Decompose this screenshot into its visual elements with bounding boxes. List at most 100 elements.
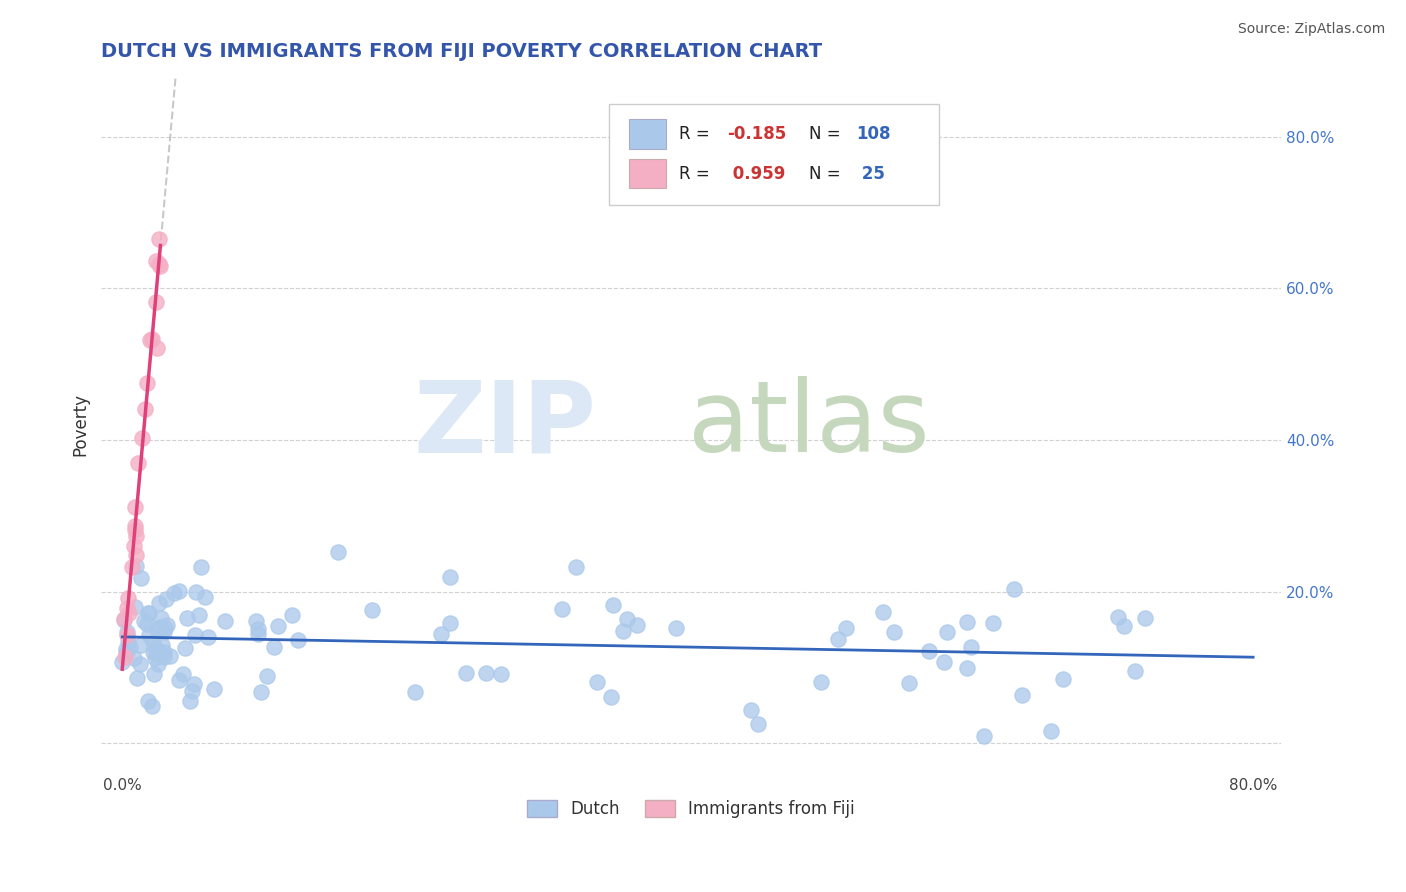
Point [155,592,177,607]
Point [1039,724,1062,739]
Point [190,560,212,574]
Point [125,529,148,543]
Point [197,630,219,644]
Point [612,624,634,639]
Point [740,703,762,717]
Point [141,332,163,346]
Point [135,616,157,631]
Point [439,569,461,583]
Point [835,621,858,635]
Point [747,716,769,731]
Point [124,524,146,538]
Point [932,656,955,670]
Text: atlas: atlas [689,376,931,474]
Point [872,605,894,619]
Point [564,560,586,574]
Point [129,657,152,672]
Point [129,638,152,652]
Point [973,729,995,743]
Point [138,694,160,708]
Point [202,681,225,696]
Point [148,232,170,246]
Point [156,618,179,632]
Point [250,685,273,699]
Point [960,640,983,654]
Point [149,620,172,634]
Point [143,650,166,665]
Point [145,254,167,268]
Point [404,685,426,699]
Point [115,646,138,660]
Point [115,642,138,657]
Point [153,645,176,659]
Point [138,628,160,642]
Point [111,655,134,669]
Point [121,560,143,574]
Point [112,612,135,626]
Point [145,294,167,309]
Point [131,431,153,445]
Point [1123,664,1146,678]
Point [176,611,198,625]
Point [120,640,142,655]
Point [142,635,165,649]
Point [117,601,139,615]
Point [187,607,209,622]
Point [117,634,139,648]
Text: 25: 25 [856,165,886,183]
Point [184,628,207,642]
Point [150,611,173,625]
Point [1107,609,1129,624]
Text: N =: N = [810,125,846,143]
Point [117,607,139,621]
Point [148,595,170,609]
Point [153,624,176,639]
Point [326,545,349,559]
Bar [628,159,666,188]
Text: -0.185: -0.185 [727,125,786,143]
Point [125,559,148,574]
Point [665,620,688,634]
Point [155,621,177,635]
Text: 108: 108 [856,125,891,143]
Point [179,694,201,708]
Point [149,259,172,273]
Point [897,675,920,690]
Text: 0.959: 0.959 [727,165,785,183]
Point [263,640,285,654]
Point [586,674,609,689]
Point [256,669,278,683]
Point [981,616,1004,631]
Point [112,613,135,627]
Point [125,548,148,562]
Point [616,612,638,626]
Point [247,623,270,637]
Point [172,666,194,681]
Point [159,648,181,663]
Point [184,585,207,599]
Point [139,333,162,347]
Point [429,627,451,641]
Point [1011,688,1033,702]
Point [287,633,309,648]
Point [1114,619,1136,633]
Point [124,500,146,515]
Point [281,607,304,622]
Point [956,661,979,675]
Point [150,638,173,652]
Point [360,603,382,617]
Point [146,622,169,636]
Point [132,614,155,628]
Point [246,627,269,641]
Point [125,671,148,685]
Point [1002,582,1025,597]
Point [114,650,136,665]
Point [1052,673,1074,687]
Point [827,632,849,647]
Point [142,667,165,681]
Point [456,665,478,680]
Point [194,590,217,604]
Text: N =: N = [810,165,846,183]
Point [117,591,139,606]
Point [124,600,146,615]
